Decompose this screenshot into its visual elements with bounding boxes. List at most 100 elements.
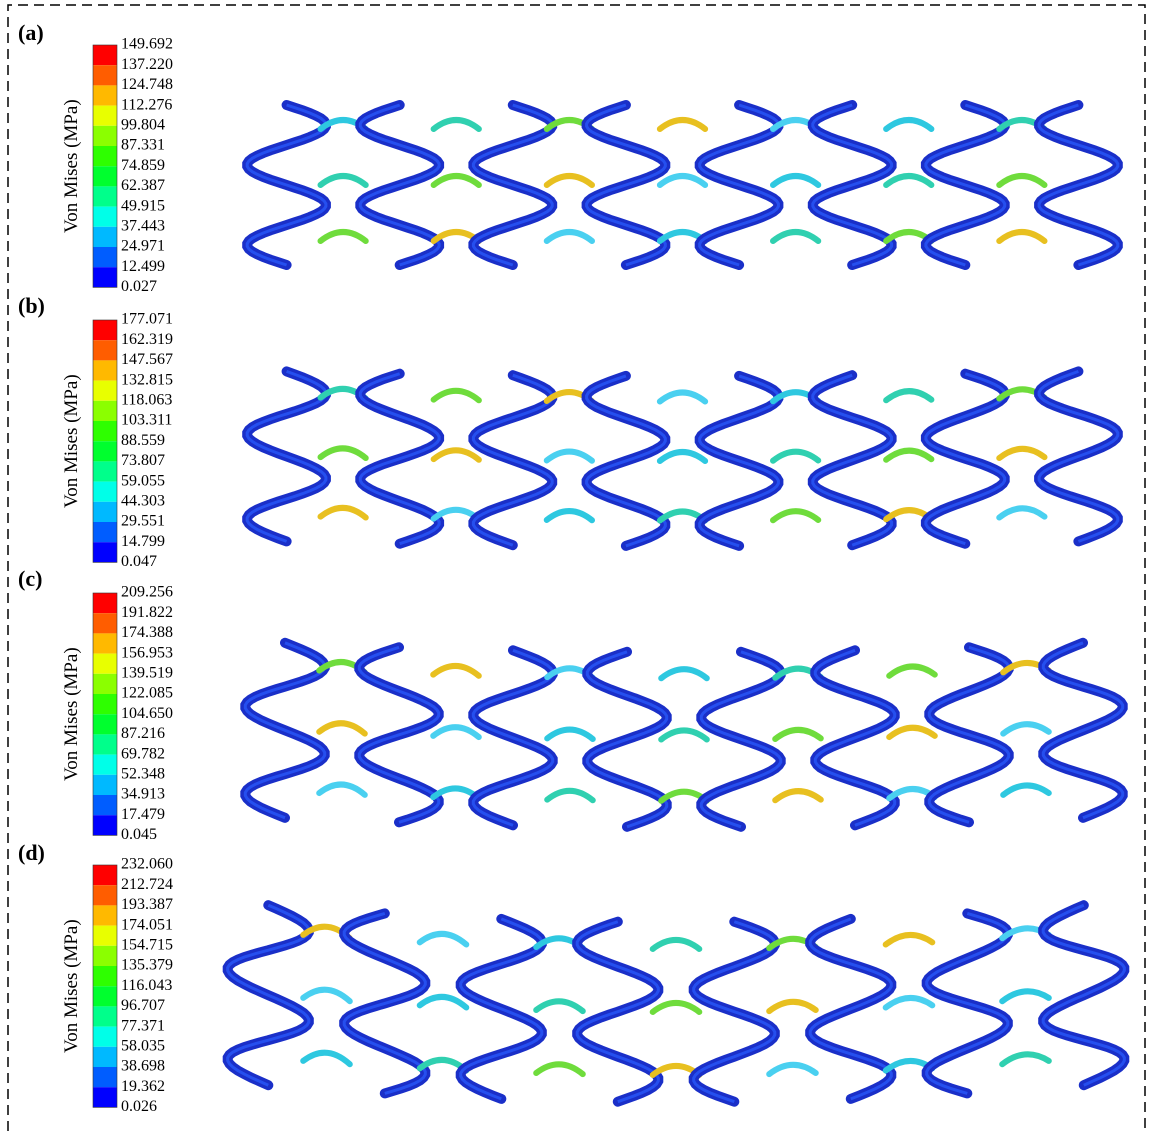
stent-connector <box>321 232 366 241</box>
legend-band <box>93 966 117 986</box>
legend-band <box>93 654 117 674</box>
legend-band <box>93 885 117 905</box>
stent <box>245 643 1122 827</box>
stent-strut-highlight <box>694 922 775 1102</box>
legend-band <box>93 482 117 502</box>
legend-band <box>93 207 117 227</box>
stent-connector <box>321 448 366 458</box>
legend-tick-label: 232.060 <box>121 856 173 873</box>
legend-tick-label: 112.276 <box>121 96 172 113</box>
stent-strut-highlight <box>701 652 780 827</box>
legend-band <box>93 247 117 267</box>
stent-strut-highlight <box>359 647 438 822</box>
stent-strut-highlight <box>810 919 891 1099</box>
stent-connector <box>547 232 592 241</box>
stent-connector <box>434 391 479 400</box>
legend-band <box>93 865 117 885</box>
legend-band <box>93 126 117 146</box>
legend-band <box>93 633 117 653</box>
stent-strut-highlight <box>473 375 552 545</box>
stent-connector <box>886 451 931 460</box>
legend-band <box>93 340 117 360</box>
legend-band <box>93 986 117 1006</box>
stent-connector <box>536 1001 583 1011</box>
legend-tick-label: 174.051 <box>121 916 173 933</box>
stent-connector <box>775 791 821 800</box>
stent-connector <box>547 176 592 185</box>
figure: (a)Von Mises (MPa)149.692137.220124.7481… <box>0 0 1149 1131</box>
legend-band <box>93 755 117 775</box>
legend-band <box>93 502 117 522</box>
stent-connector <box>999 176 1044 185</box>
legend-band <box>93 613 117 633</box>
legend-tick-label: 12.499 <box>121 258 165 275</box>
stent-strut-highlight <box>813 375 892 545</box>
stent-connector <box>547 452 592 461</box>
stent-connector <box>536 1064 583 1074</box>
legend-band <box>93 714 117 734</box>
legend-tick-label: 77.371 <box>121 1017 165 1034</box>
legend-tick-label: 99.804 <box>121 116 165 133</box>
stent-connector <box>999 508 1044 517</box>
legend-tick-label: 17.479 <box>121 806 165 823</box>
stent-connector <box>303 1053 350 1065</box>
legend-band <box>93 166 117 186</box>
stent-strut-highlight <box>247 371 326 541</box>
legend-tick-label: 0.047 <box>121 553 157 570</box>
legend-tick-label: 19.362 <box>121 1078 165 1095</box>
legend-tick-label: 0.045 <box>121 826 157 843</box>
stent-connector <box>420 934 467 945</box>
legend-title: Von Mises (MPa) <box>61 919 82 1053</box>
stent-connector <box>661 730 707 739</box>
legend-band <box>93 1027 117 1047</box>
stent-connector <box>1003 785 1049 794</box>
legend-tick-label: 29.551 <box>121 513 165 530</box>
legend-band <box>93 441 117 461</box>
legend-tick-label: 44.303 <box>121 492 165 509</box>
stent-strut-highlight <box>245 643 324 818</box>
legend-tick-label: 0.027 <box>121 278 157 295</box>
stent-connector <box>434 120 479 129</box>
legend-tick-label: 103.311 <box>121 412 172 429</box>
legend-band <box>93 401 117 421</box>
stent-connector <box>547 511 592 520</box>
legend-band <box>93 593 117 613</box>
stent-connector <box>769 1065 816 1074</box>
legend-band <box>93 815 117 835</box>
legend-tick-label: 139.519 <box>121 664 173 681</box>
stent-connector <box>434 176 479 185</box>
legend-tick-label: 24.971 <box>121 238 165 255</box>
legend-tick-label: 14.799 <box>121 533 165 550</box>
legend-band <box>93 85 117 105</box>
stent-strut-highlight <box>1039 371 1118 541</box>
stent-strut-highlight <box>926 105 1005 265</box>
stent-strut-highlight <box>461 919 542 1099</box>
stent-connector <box>886 935 933 945</box>
stent-strut-highlight <box>1043 643 1122 818</box>
legend-band <box>93 946 117 966</box>
legend-band <box>93 421 117 441</box>
legend-tick-label: 62.387 <box>121 177 165 194</box>
legend-tick-label: 59.055 <box>121 472 165 489</box>
stent-connector <box>886 120 931 129</box>
stent-strut-highlight <box>473 105 552 265</box>
stent-strut-highlight <box>577 922 658 1102</box>
legend-band <box>93 905 117 925</box>
stent-connector <box>661 669 707 678</box>
legend-band <box>93 542 117 562</box>
legend-band <box>93 1087 117 1107</box>
legend-tick-label: 132.815 <box>121 371 173 388</box>
stent-connector <box>653 1003 700 1012</box>
legend-tick-label: 118.063 <box>121 391 172 408</box>
legend-band <box>93 926 117 946</box>
legend-tick-label: 37.443 <box>121 217 165 234</box>
legend-band <box>93 65 117 85</box>
legend-band <box>93 461 117 481</box>
stent-connector <box>660 452 705 461</box>
legend-band <box>93 674 117 694</box>
legend-tick-label: 137.220 <box>121 56 173 73</box>
stent-strut-highlight <box>360 374 439 544</box>
stent-strut-highlight <box>1043 905 1124 1085</box>
legend-tick-label: 135.379 <box>121 957 173 974</box>
stent-connector <box>319 784 365 794</box>
